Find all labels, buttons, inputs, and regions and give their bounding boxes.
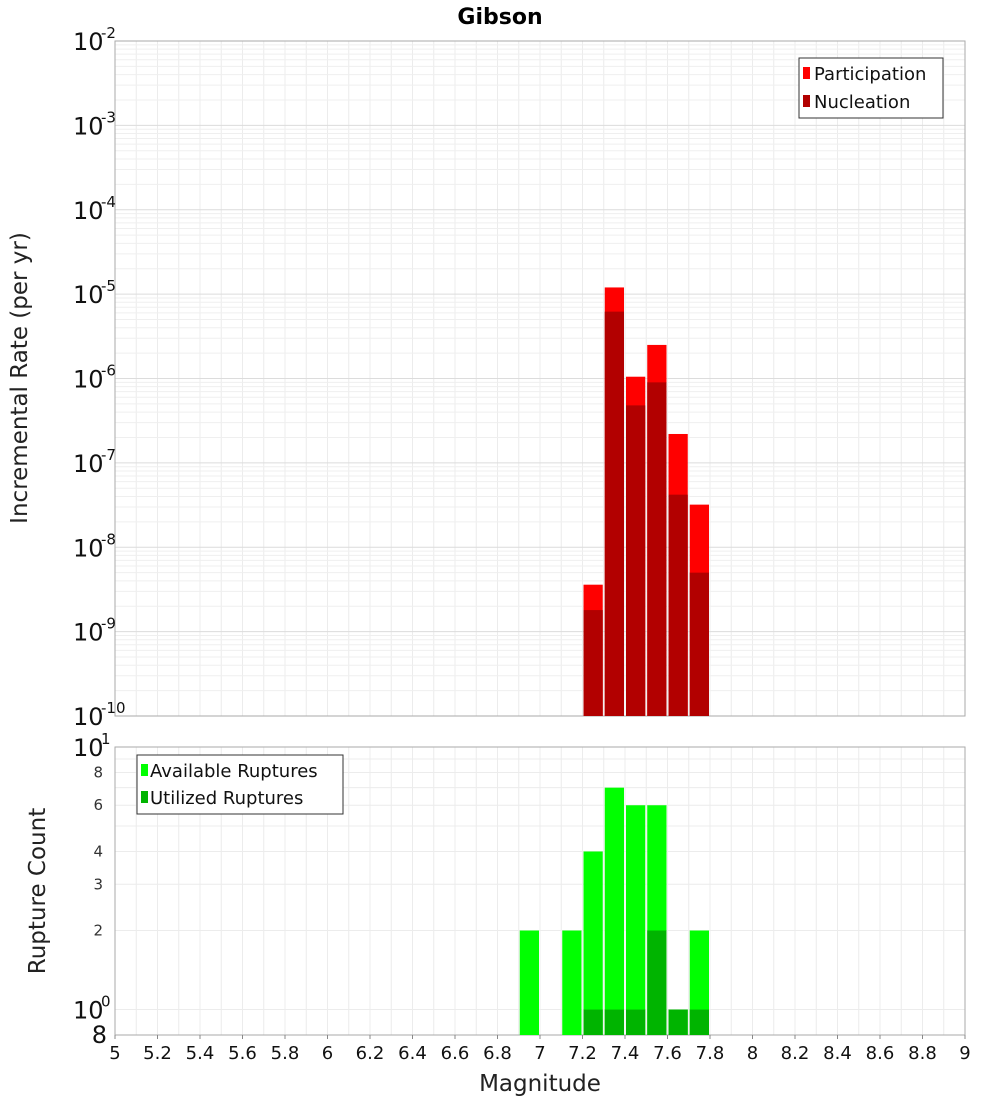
bar-available-ruptures [583, 851, 603, 1035]
bar-available-ruptures [689, 930, 709, 1035]
top-plot-grid [114, 41, 966, 717]
x-tick-label: 6 [322, 1043, 333, 1064]
top-y-axis-label: Incremental Rate (per yr) [7, 232, 33, 524]
top-y-axis-ticks: 10-210-310-410-510-610-710-810-910-10 [73, 24, 126, 731]
bar-nucleation [626, 405, 646, 716]
y-tick-label: 10 [73, 997, 104, 1025]
x-tick-label: 8.6 [866, 1043, 895, 1064]
y-tick-label: 8 [92, 1021, 107, 1049]
y-tick-exponent: -8 [101, 530, 116, 548]
y-tick-exponent: -7 [101, 446, 116, 464]
y-tick-exponent: -5 [101, 277, 116, 295]
top-legend-box [798, 57, 944, 119]
y-tick-exponent: -6 [101, 362, 116, 380]
x-tick-label: 5.4 [186, 1043, 215, 1064]
y-tick-label: 10 [73, 112, 104, 140]
x-tick-label: 7 [534, 1043, 545, 1064]
bar-nucleation [647, 382, 667, 716]
y-tick-exponent: 1 [101, 730, 111, 748]
bar-utilized-ruptures [647, 930, 667, 1035]
y-tick-exponent: -10 [101, 699, 126, 717]
top-plot-bars [583, 287, 709, 716]
legend-swatch-available-ruptures [141, 764, 148, 776]
y-tick-exponent: -9 [101, 615, 116, 633]
top-plot-frame [114, 40, 966, 717]
bar-utilized-ruptures [626, 1009, 646, 1035]
x-axis-label: Magnitude [479, 1071, 601, 1097]
y-tick-label: 2 [93, 922, 103, 940]
x-tick-label: 8.4 [823, 1043, 852, 1064]
legend-label-utilized-ruptures: Utilized Ruptures [150, 788, 303, 809]
bar-utilized-ruptures [604, 1009, 624, 1035]
top-legend: Participation Nucleation [798, 57, 944, 119]
x-tick-label: 9 [959, 1043, 970, 1064]
x-tick-label: 5 [109, 1043, 120, 1064]
bar-utilized-ruptures [583, 1009, 603, 1035]
y-tick-label: 10 [73, 197, 104, 225]
legend-swatch-nucleation [803, 95, 810, 107]
y-tick-label: 10 [73, 703, 104, 731]
x-tick-label: 5.8 [271, 1043, 300, 1064]
x-tick-label: 6.6 [441, 1043, 470, 1064]
y-tick-label: 10 [73, 619, 104, 647]
x-tick-label: 6.2 [356, 1043, 385, 1064]
x-tick-label: 6.8 [483, 1043, 512, 1064]
x-tick-label: 6.4 [398, 1043, 427, 1064]
legend-label-available-ruptures: Available Ruptures [150, 761, 318, 782]
bottom-legend-box [136, 754, 344, 815]
y-tick-label: 10 [73, 28, 104, 56]
bar-available-ruptures [604, 787, 624, 1035]
bar-nucleation [689, 572, 709, 716]
y-tick-label: 8 [93, 763, 103, 781]
x-tick-label: 8 [747, 1043, 758, 1064]
y-tick-label: 6 [93, 796, 103, 814]
y-tick-label: 3 [93, 875, 103, 893]
x-tick-label: 5.6 [228, 1043, 257, 1064]
y-tick-exponent: -3 [101, 108, 116, 126]
y-tick-exponent: -2 [101, 24, 116, 42]
bar-nucleation [604, 311, 624, 716]
x-tick-label: 8.8 [908, 1043, 937, 1064]
bar-utilized-ruptures [689, 1009, 709, 1035]
legend-swatch-utilized-ruptures [141, 791, 148, 803]
x-tick-label: 7.8 [696, 1043, 725, 1064]
y-tick-label: 10 [73, 366, 104, 394]
x-tick-label: 7.2 [568, 1043, 597, 1064]
y-tick-label: 4 [93, 842, 103, 860]
y-tick-exponent: 0 [101, 993, 111, 1011]
x-tick-label: 7.6 [653, 1043, 682, 1064]
bottom-y-axis-label: Rupture Count [25, 808, 51, 974]
bar-nucleation [668, 494, 688, 716]
x-tick-label: 8.2 [781, 1043, 810, 1064]
legend-label-nucleation: Nucleation [814, 92, 910, 113]
bar-nucleation [583, 610, 603, 716]
bottom-plot-bars [519, 787, 709, 1035]
y-tick-label: 10 [73, 534, 104, 562]
bar-available-ruptures [562, 930, 582, 1035]
legend-swatch-participation [803, 67, 810, 79]
y-tick-label: 10 [73, 734, 104, 762]
x-axis-ticks: 5 5.2 5.4 5.6 5.8 6 6.2 6.4 6.6 6.8 7 7.2 7.4 7.6 7.8 8… [109, 1035, 971, 1064]
legend-label-participation: Participation [814, 64, 926, 85]
y-tick-exponent: -4 [101, 193, 116, 211]
bottom-legend: Available Ruptures Utilized Ruptures [136, 754, 344, 815]
y-tick-label: 10 [73, 450, 104, 478]
bar-utilized-ruptures [668, 1009, 688, 1035]
chart-title: Gibson [457, 5, 542, 30]
y-tick-label: 10 [73, 281, 104, 309]
x-tick-label: 5.2 [143, 1043, 172, 1064]
bar-available-ruptures [519, 930, 539, 1035]
bar-available-ruptures [626, 805, 646, 1035]
x-tick-label: 7.4 [611, 1043, 640, 1064]
